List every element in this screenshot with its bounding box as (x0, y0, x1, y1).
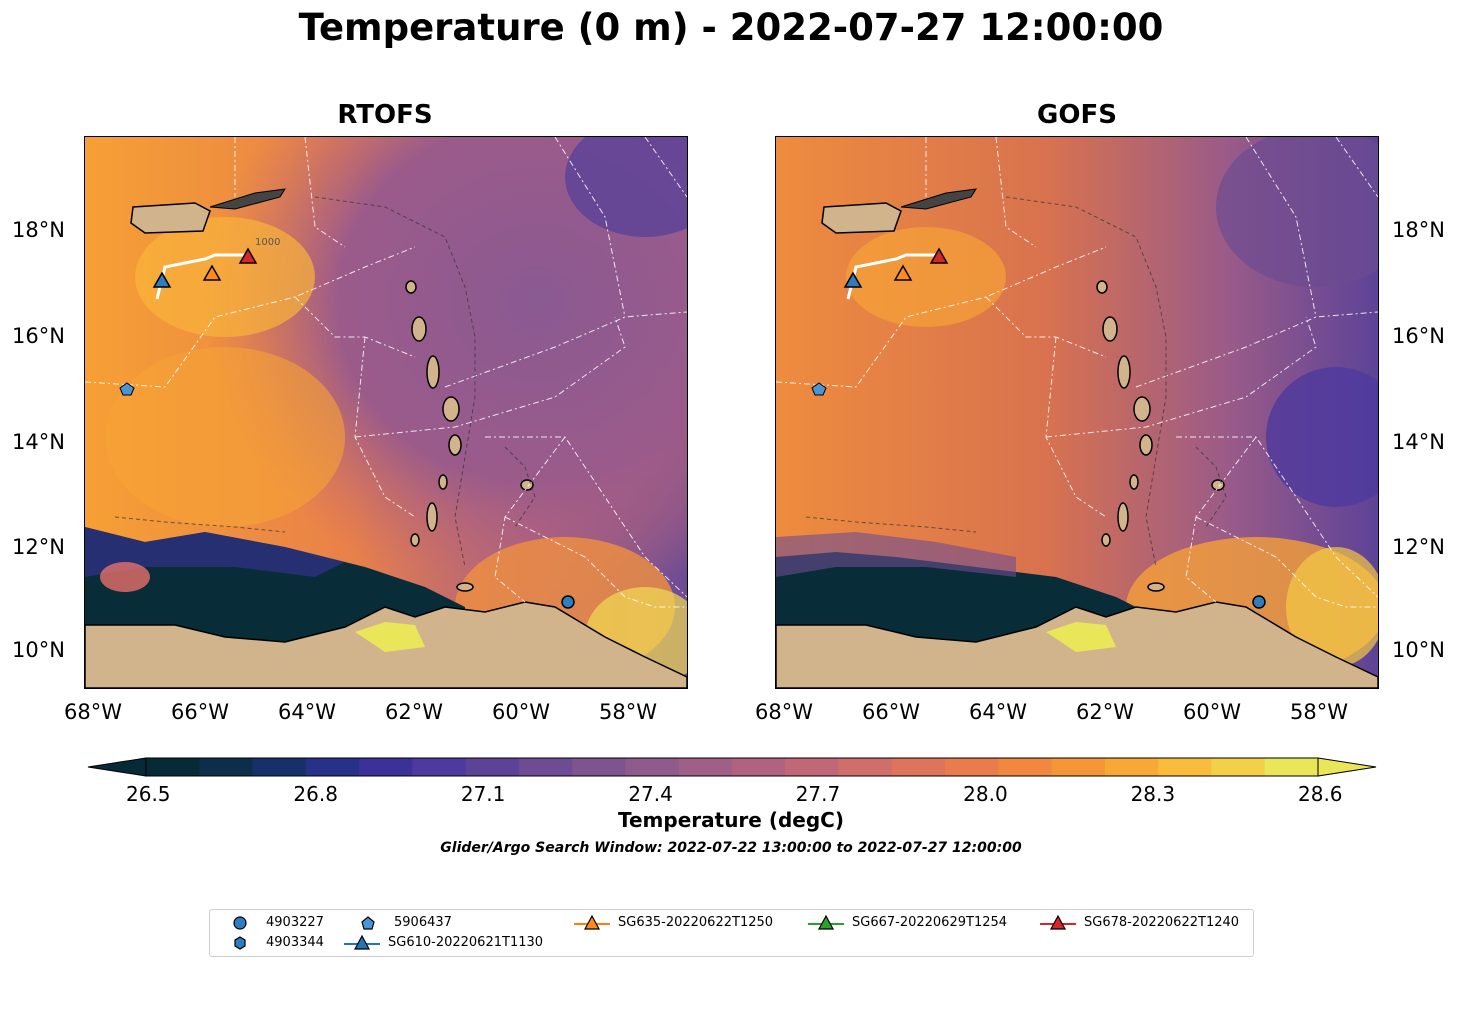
colorbar-swatch (518, 758, 573, 776)
lon-tick-label: 58°W (599, 700, 657, 724)
sg610-marker (843, 271, 863, 288)
colorbar-swatch (305, 758, 360, 776)
legend-item-sg678: SG678-20220622T1240 (1038, 914, 1253, 932)
colorbar-swatch (1211, 758, 1266, 776)
legend-item-sg635: SG635-20220622T1250 (572, 914, 792, 932)
argo-5906437-marker (119, 382, 135, 396)
colorbar-extend-high (1317, 757, 1377, 777)
colorbar-frame (145, 757, 1319, 777)
argo-4903227-marker (561, 595, 575, 609)
colorbar-swatch (465, 758, 520, 776)
argo-4903227-marker (1252, 595, 1266, 609)
colorbar-extend-low (87, 757, 147, 777)
colorbar-tick-label: 28.0 (963, 782, 1008, 806)
colorbar-subtitle: Glider/Argo Search Window: 2022-07-22 13… (440, 840, 1022, 856)
lon-tick-label: 64°W (278, 700, 336, 724)
sg678-marker (929, 247, 949, 264)
sg635-marker (893, 264, 913, 281)
colorbar-swatch (625, 758, 680, 776)
lon-tick-label: 60°W (1183, 700, 1241, 724)
colorbar-swatch (359, 758, 413, 776)
lon-tick-label: 64°W (969, 700, 1027, 724)
colorbar-tick-label: 28.6 (1298, 782, 1343, 806)
colorbar-swatch (785, 758, 840, 776)
colorbar-swatch (1104, 758, 1159, 776)
lon-tick-label: 68°W (64, 700, 122, 724)
panel-title-gofs: GOFS (1037, 100, 1117, 130)
figure-title: Temperature (0 m) - 2022-07-27 12:00:00 (298, 6, 1164, 49)
lon-tick-label: 62°W (1076, 700, 1134, 724)
colorbar-swatch (146, 758, 200, 776)
colorbar-swatch (572, 758, 626, 776)
contour-label: 1000 (255, 237, 280, 248)
rtofs-map: 1000 (84, 136, 688, 689)
argo-5906437-marker (811, 382, 827, 396)
lat-tick-label-left: 14°N (12, 430, 65, 454)
rtofs-map-canvas: 1000 (85, 137, 687, 688)
gofs-map (775, 136, 1379, 689)
lat-tick-label-left: 16°N (12, 324, 65, 348)
sg610-marker (152, 271, 172, 288)
colorbar-tick-label: 27.1 (460, 782, 506, 806)
colorbar-swatch (838, 758, 893, 776)
lon-tick-label: 66°W (171, 700, 229, 724)
lat-tick-label-right: 14°N (1392, 430, 1445, 454)
colorbar-swatch (1158, 758, 1212, 776)
lon-tick-label: 60°W (492, 700, 550, 724)
colorbar-swatch (732, 758, 786, 776)
colorbar-tick-label: 27.7 (795, 782, 841, 806)
lon-tick-label: 66°W (862, 700, 920, 724)
lat-tick-label-right: 12°N (1392, 535, 1445, 559)
sg678-marker (238, 247, 258, 264)
colorbar-swatch (252, 758, 307, 776)
lat-tick-label-right: 18°N (1392, 218, 1445, 242)
colorbar-swatch (199, 758, 254, 776)
lon-tick-label: 58°W (1290, 700, 1348, 724)
colorbar-swatch (1264, 758, 1319, 776)
colorbar-tick-label: 26.5 (126, 782, 171, 806)
colorbar (87, 757, 1377, 777)
lat-tick-label-left: 18°N (12, 218, 65, 242)
lat-tick-label-left: 10°N (12, 638, 65, 662)
gofs-map-canvas (776, 137, 1378, 688)
colorbar-swatch (998, 758, 1053, 776)
lat-tick-label-right: 10°N (1392, 638, 1445, 662)
lon-tick-label: 68°W (755, 700, 813, 724)
colorbar-swatch (945, 758, 999, 776)
legend-item-sg610: SG610-20220621T1130 (342, 934, 562, 952)
panel-title-rtofs: RTOFS (337, 100, 433, 130)
colorbar-tick-label: 27.4 (628, 782, 673, 806)
legend: 4903227 4903344 5906437 SG610-20220621T1… (209, 909, 1254, 957)
lat-tick-label-left: 12°N (12, 535, 65, 559)
colorbar-swatch (1051, 758, 1106, 776)
lat-tick-label-right: 16°N (1392, 324, 1445, 348)
lon-tick-label: 62°W (385, 700, 443, 724)
colorbar-tick-label: 26.8 (293, 782, 338, 806)
legend-item-sg667: SG667-20220629T1254 (806, 914, 1026, 932)
colorbar-swatch (891, 758, 946, 776)
colorbar-label: Temperature (degC) (618, 808, 844, 832)
sg635-marker (202, 264, 222, 281)
colorbar-tick-label: 28.3 (1130, 782, 1176, 806)
colorbar-swatch (412, 758, 467, 776)
colorbar-swatch (678, 758, 733, 776)
